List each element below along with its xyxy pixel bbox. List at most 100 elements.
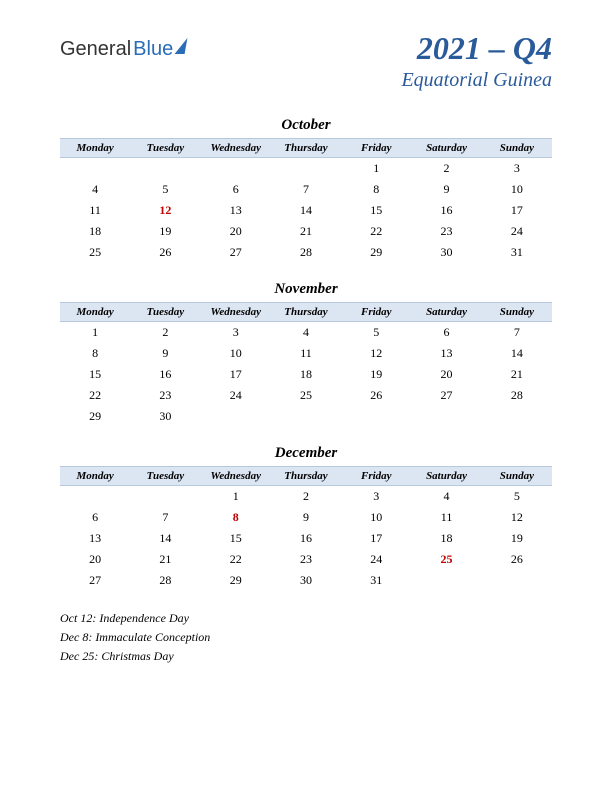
title-block: 2021 – Q4 Equatorial Guinea bbox=[401, 30, 552, 92]
day-cell bbox=[411, 406, 481, 427]
day-cell: 14 bbox=[271, 200, 341, 221]
day-header: Saturday bbox=[411, 139, 481, 158]
main-title: 2021 – Q4 bbox=[401, 30, 552, 67]
day-cell: 29 bbox=[201, 570, 271, 591]
day-header: Wednesday bbox=[201, 467, 271, 486]
day-header: Wednesday bbox=[201, 303, 271, 322]
day-cell: 3 bbox=[482, 158, 552, 180]
calendar-table: MondayTuesdayWednesdayThursdayFridaySatu… bbox=[60, 466, 552, 591]
day-cell: 1 bbox=[201, 486, 271, 508]
day-cell: 17 bbox=[201, 364, 271, 385]
day-cell bbox=[482, 406, 552, 427]
day-cell: 27 bbox=[201, 242, 271, 263]
day-cell: 7 bbox=[271, 179, 341, 200]
day-cell: 15 bbox=[60, 364, 130, 385]
week-row: 12345 bbox=[60, 486, 552, 508]
day-header: Thursday bbox=[271, 139, 341, 158]
day-cell: 9 bbox=[411, 179, 481, 200]
day-cell: 29 bbox=[341, 242, 411, 263]
day-cell: 22 bbox=[201, 549, 271, 570]
day-cell: 16 bbox=[411, 200, 481, 221]
day-cell: 5 bbox=[130, 179, 200, 200]
day-header: Saturday bbox=[411, 303, 481, 322]
day-cell bbox=[271, 406, 341, 427]
day-cell: 7 bbox=[482, 322, 552, 344]
day-cell: 24 bbox=[201, 385, 271, 406]
week-row: 11121314151617 bbox=[60, 200, 552, 221]
day-cell: 24 bbox=[341, 549, 411, 570]
week-row: 123 bbox=[60, 158, 552, 180]
logo: General Blue bbox=[60, 38, 186, 61]
day-cell: 18 bbox=[271, 364, 341, 385]
holiday-entry: Dec 25: Christmas Day bbox=[60, 647, 552, 666]
day-cell: 19 bbox=[130, 221, 200, 242]
day-header: Wednesday bbox=[201, 139, 271, 158]
day-cell bbox=[60, 486, 130, 508]
day-header: Monday bbox=[60, 139, 130, 158]
day-cell bbox=[130, 486, 200, 508]
day-cell: 17 bbox=[482, 200, 552, 221]
day-cell: 9 bbox=[271, 507, 341, 528]
day-cell: 5 bbox=[482, 486, 552, 508]
day-cell: 21 bbox=[271, 221, 341, 242]
day-header: Thursday bbox=[271, 467, 341, 486]
day-header: Friday bbox=[341, 303, 411, 322]
day-header: Sunday bbox=[482, 467, 552, 486]
day-cell: 30 bbox=[271, 570, 341, 591]
day-cell: 18 bbox=[60, 221, 130, 242]
day-cell: 13 bbox=[60, 528, 130, 549]
day-cell bbox=[201, 406, 271, 427]
day-header: Tuesday bbox=[130, 303, 200, 322]
month-block: OctoberMondayTuesdayWednesdayThursdayFri… bbox=[60, 117, 552, 263]
day-cell: 27 bbox=[60, 570, 130, 591]
day-cell bbox=[60, 158, 130, 180]
day-cell: 23 bbox=[411, 221, 481, 242]
day-cell: 28 bbox=[130, 570, 200, 591]
day-cell: 6 bbox=[411, 322, 481, 344]
week-row: 2728293031 bbox=[60, 570, 552, 591]
day-cell: 31 bbox=[341, 570, 411, 591]
day-cell: 12 bbox=[482, 507, 552, 528]
day-cell: 6 bbox=[60, 507, 130, 528]
day-cell: 19 bbox=[482, 528, 552, 549]
day-cell: 3 bbox=[341, 486, 411, 508]
day-cell: 20 bbox=[411, 364, 481, 385]
day-cell: 23 bbox=[130, 385, 200, 406]
logo-triangle-icon bbox=[175, 38, 188, 54]
month-block: DecemberMondayTuesdayWednesdayThursdayFr… bbox=[60, 445, 552, 591]
day-cell: 12 bbox=[130, 200, 200, 221]
day-cell: 31 bbox=[482, 242, 552, 263]
week-row: 891011121314 bbox=[60, 343, 552, 364]
day-cell: 18 bbox=[411, 528, 481, 549]
day-cell bbox=[271, 158, 341, 180]
month-name: November bbox=[60, 281, 552, 298]
day-header: Monday bbox=[60, 303, 130, 322]
day-cell: 10 bbox=[482, 179, 552, 200]
day-cell: 27 bbox=[411, 385, 481, 406]
day-cell: 11 bbox=[271, 343, 341, 364]
day-cell: 15 bbox=[341, 200, 411, 221]
months-container: OctoberMondayTuesdayWednesdayThursdayFri… bbox=[60, 117, 552, 591]
week-row: 25262728293031 bbox=[60, 242, 552, 263]
logo-text-2: Blue bbox=[133, 38, 173, 61]
week-row: 2930 bbox=[60, 406, 552, 427]
day-cell: 15 bbox=[201, 528, 271, 549]
day-cell: 11 bbox=[60, 200, 130, 221]
day-cell: 22 bbox=[341, 221, 411, 242]
week-row: 20212223242526 bbox=[60, 549, 552, 570]
week-row: 18192021222324 bbox=[60, 221, 552, 242]
day-header: Friday bbox=[341, 139, 411, 158]
week-row: 1234567 bbox=[60, 322, 552, 344]
day-cell: 8 bbox=[60, 343, 130, 364]
day-cell: 16 bbox=[130, 364, 200, 385]
day-cell: 2 bbox=[130, 322, 200, 344]
day-cell: 6 bbox=[201, 179, 271, 200]
day-header: Saturday bbox=[411, 467, 481, 486]
day-cell: 4 bbox=[271, 322, 341, 344]
day-cell: 30 bbox=[411, 242, 481, 263]
holiday-entry: Dec 8: Immaculate Conception bbox=[60, 628, 552, 647]
day-cell: 20 bbox=[201, 221, 271, 242]
day-cell: 24 bbox=[482, 221, 552, 242]
day-cell: 20 bbox=[60, 549, 130, 570]
day-cell: 21 bbox=[130, 549, 200, 570]
